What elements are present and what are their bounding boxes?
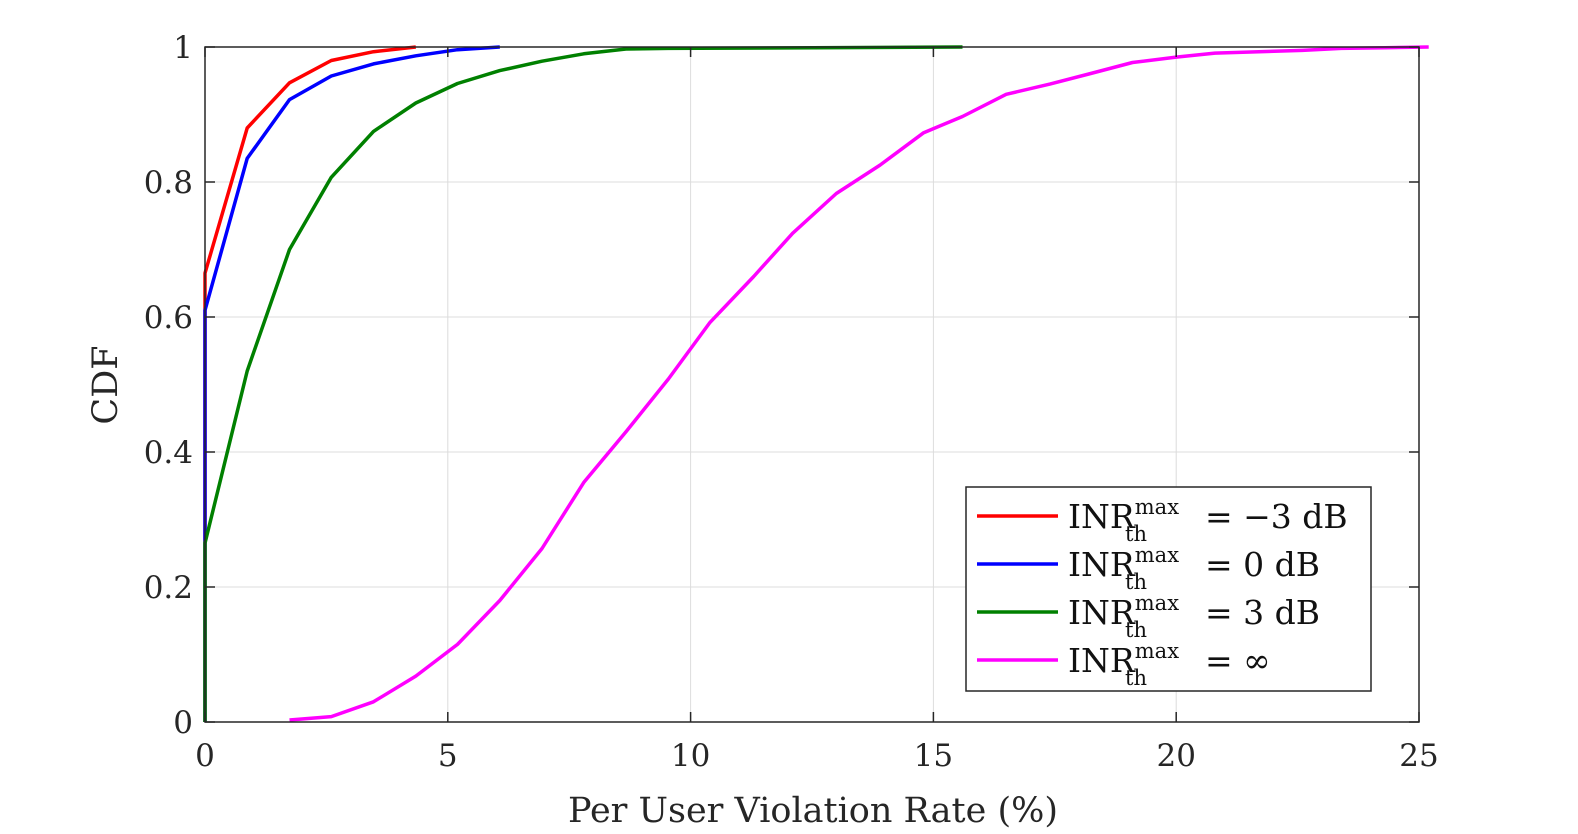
y-tick-label: 0 bbox=[173, 705, 193, 741]
series-line-3 bbox=[289, 45, 1429, 722]
y-tick-label: 0.4 bbox=[144, 435, 193, 471]
y-axis-label: CDF bbox=[86, 345, 126, 424]
legend-label-2: INRmax th = 3 dB bbox=[1068, 591, 1320, 642]
x-tick-label: 10 bbox=[671, 738, 710, 774]
x-tick-label: 20 bbox=[1156, 738, 1195, 774]
legend-box bbox=[965, 486, 1372, 692]
x-axis-label: Per User Violation Rate (%) bbox=[568, 791, 1058, 831]
x-tick-label: 25 bbox=[1399, 738, 1438, 774]
series-line-2 bbox=[203, 45, 963, 722]
axes bbox=[204, 46, 1420, 723]
x-tick-label: 15 bbox=[914, 738, 953, 774]
series-line-0 bbox=[203, 45, 416, 722]
legend-label-3: INRmax th = ∞ bbox=[1068, 639, 1271, 690]
x-tick-label: 0 bbox=[195, 738, 215, 774]
y-tick-label: 0.6 bbox=[144, 300, 193, 336]
x-tick-label: 5 bbox=[438, 738, 458, 774]
legend-label-0: INRmax th = −3 dB bbox=[1068, 495, 1348, 546]
y-tick-label: 0.8 bbox=[144, 165, 193, 201]
plot-frame bbox=[204, 46, 1420, 723]
series-line-1 bbox=[203, 45, 500, 722]
legend-label-1: INRmax th = 0 dB bbox=[1068, 543, 1320, 594]
tick-labels: 0 5 10 15 20 25 0 0.2 0.4 0.6 0.8 1 bbox=[144, 30, 1439, 774]
y-tick-label: 0.2 bbox=[144, 570, 193, 606]
y-tick-label: 1 bbox=[173, 30, 193, 66]
